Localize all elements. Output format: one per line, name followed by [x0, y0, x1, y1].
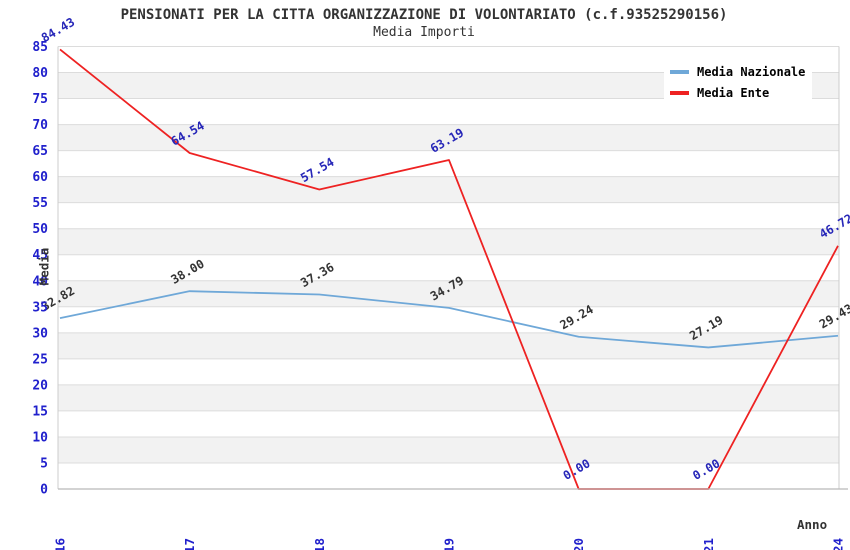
plot-band [58, 306, 839, 333]
y-tick-label: 20 [32, 378, 48, 393]
y-tick-labels: 0 5 10 15 20 25 30 35 40 45 50 55 60 65 70 75 80 85 [32, 40, 48, 498]
y-tick-label: 5 [40, 456, 48, 471]
x-tick-label: 2024 [831, 538, 846, 550]
y-tick-label: 15 [32, 404, 48, 419]
series-line-media-nazionale [59, 290, 839, 349]
y-tick-label: 40 [32, 274, 48, 289]
legend-line-marker-ente [670, 90, 689, 95]
chart-title: PENSIONATI PER LA CITTA ORGANIZZAZIONE D… [120, 7, 728, 23]
plot-band [58, 254, 839, 281]
legend-box: Media Nazionale Media Ente [664, 56, 812, 108]
y-tick-label: 0 [40, 483, 48, 498]
y-tick-label: 25 [32, 352, 48, 367]
plot-bands [58, 46, 839, 489]
y-tick-label: 80 [32, 66, 48, 81]
plot-band [58, 202, 839, 229]
y-tick-label: 55 [32, 196, 48, 211]
plot-band [58, 358, 839, 385]
legend-item-media-ente: Media Ente [670, 86, 812, 100]
legend-label: Media Ente [697, 85, 770, 100]
x-tick-label: 2019 [442, 538, 457, 550]
plot-band [58, 176, 839, 203]
y-tick-label: 60 [32, 170, 48, 185]
plot-band [58, 150, 839, 177]
x-tick-label: 2021 [701, 538, 716, 550]
x-tick-label: 2017 [182, 538, 197, 550]
plot-band [58, 280, 839, 307]
x-tick-labels: 2016 2017 2018 2019 2020 2021 2024 [53, 538, 846, 550]
y-tick-label: 10 [32, 430, 48, 445]
y-axis-title: Media [36, 247, 52, 286]
plot-band [58, 228, 839, 255]
y-tick-label: 50 [32, 222, 48, 237]
plot-band [58, 410, 839, 437]
x-axis-title: Anno [797, 517, 828, 532]
y-tick-label: 30 [32, 326, 48, 341]
axis-lines [57, 46, 848, 490]
x-tick-label: 2016 [53, 538, 68, 550]
legend-item-media-nazionale: Media Nazionale [670, 65, 812, 79]
plot-band [58, 124, 839, 151]
x-tick-label: 2020 [571, 538, 586, 550]
plot-band [58, 436, 839, 463]
plot-band [58, 384, 839, 411]
legend-line-marker-nazionale [670, 69, 689, 74]
chart-subtitle: Media Importi [373, 25, 475, 40]
legend-label: Media Nazionale [697, 64, 806, 79]
y-tick-label: 45 [32, 248, 48, 263]
x-tick-label: 2018 [312, 538, 327, 550]
y-tick-label: 65 [32, 144, 48, 159]
y-tick-label: 35 [32, 300, 48, 315]
plot-band [58, 462, 839, 489]
y-tick-label: 70 [32, 118, 48, 133]
plot-band [58, 332, 839, 359]
y-tick-label: 85 [32, 40, 48, 55]
y-tick-label: 75 [32, 92, 48, 107]
